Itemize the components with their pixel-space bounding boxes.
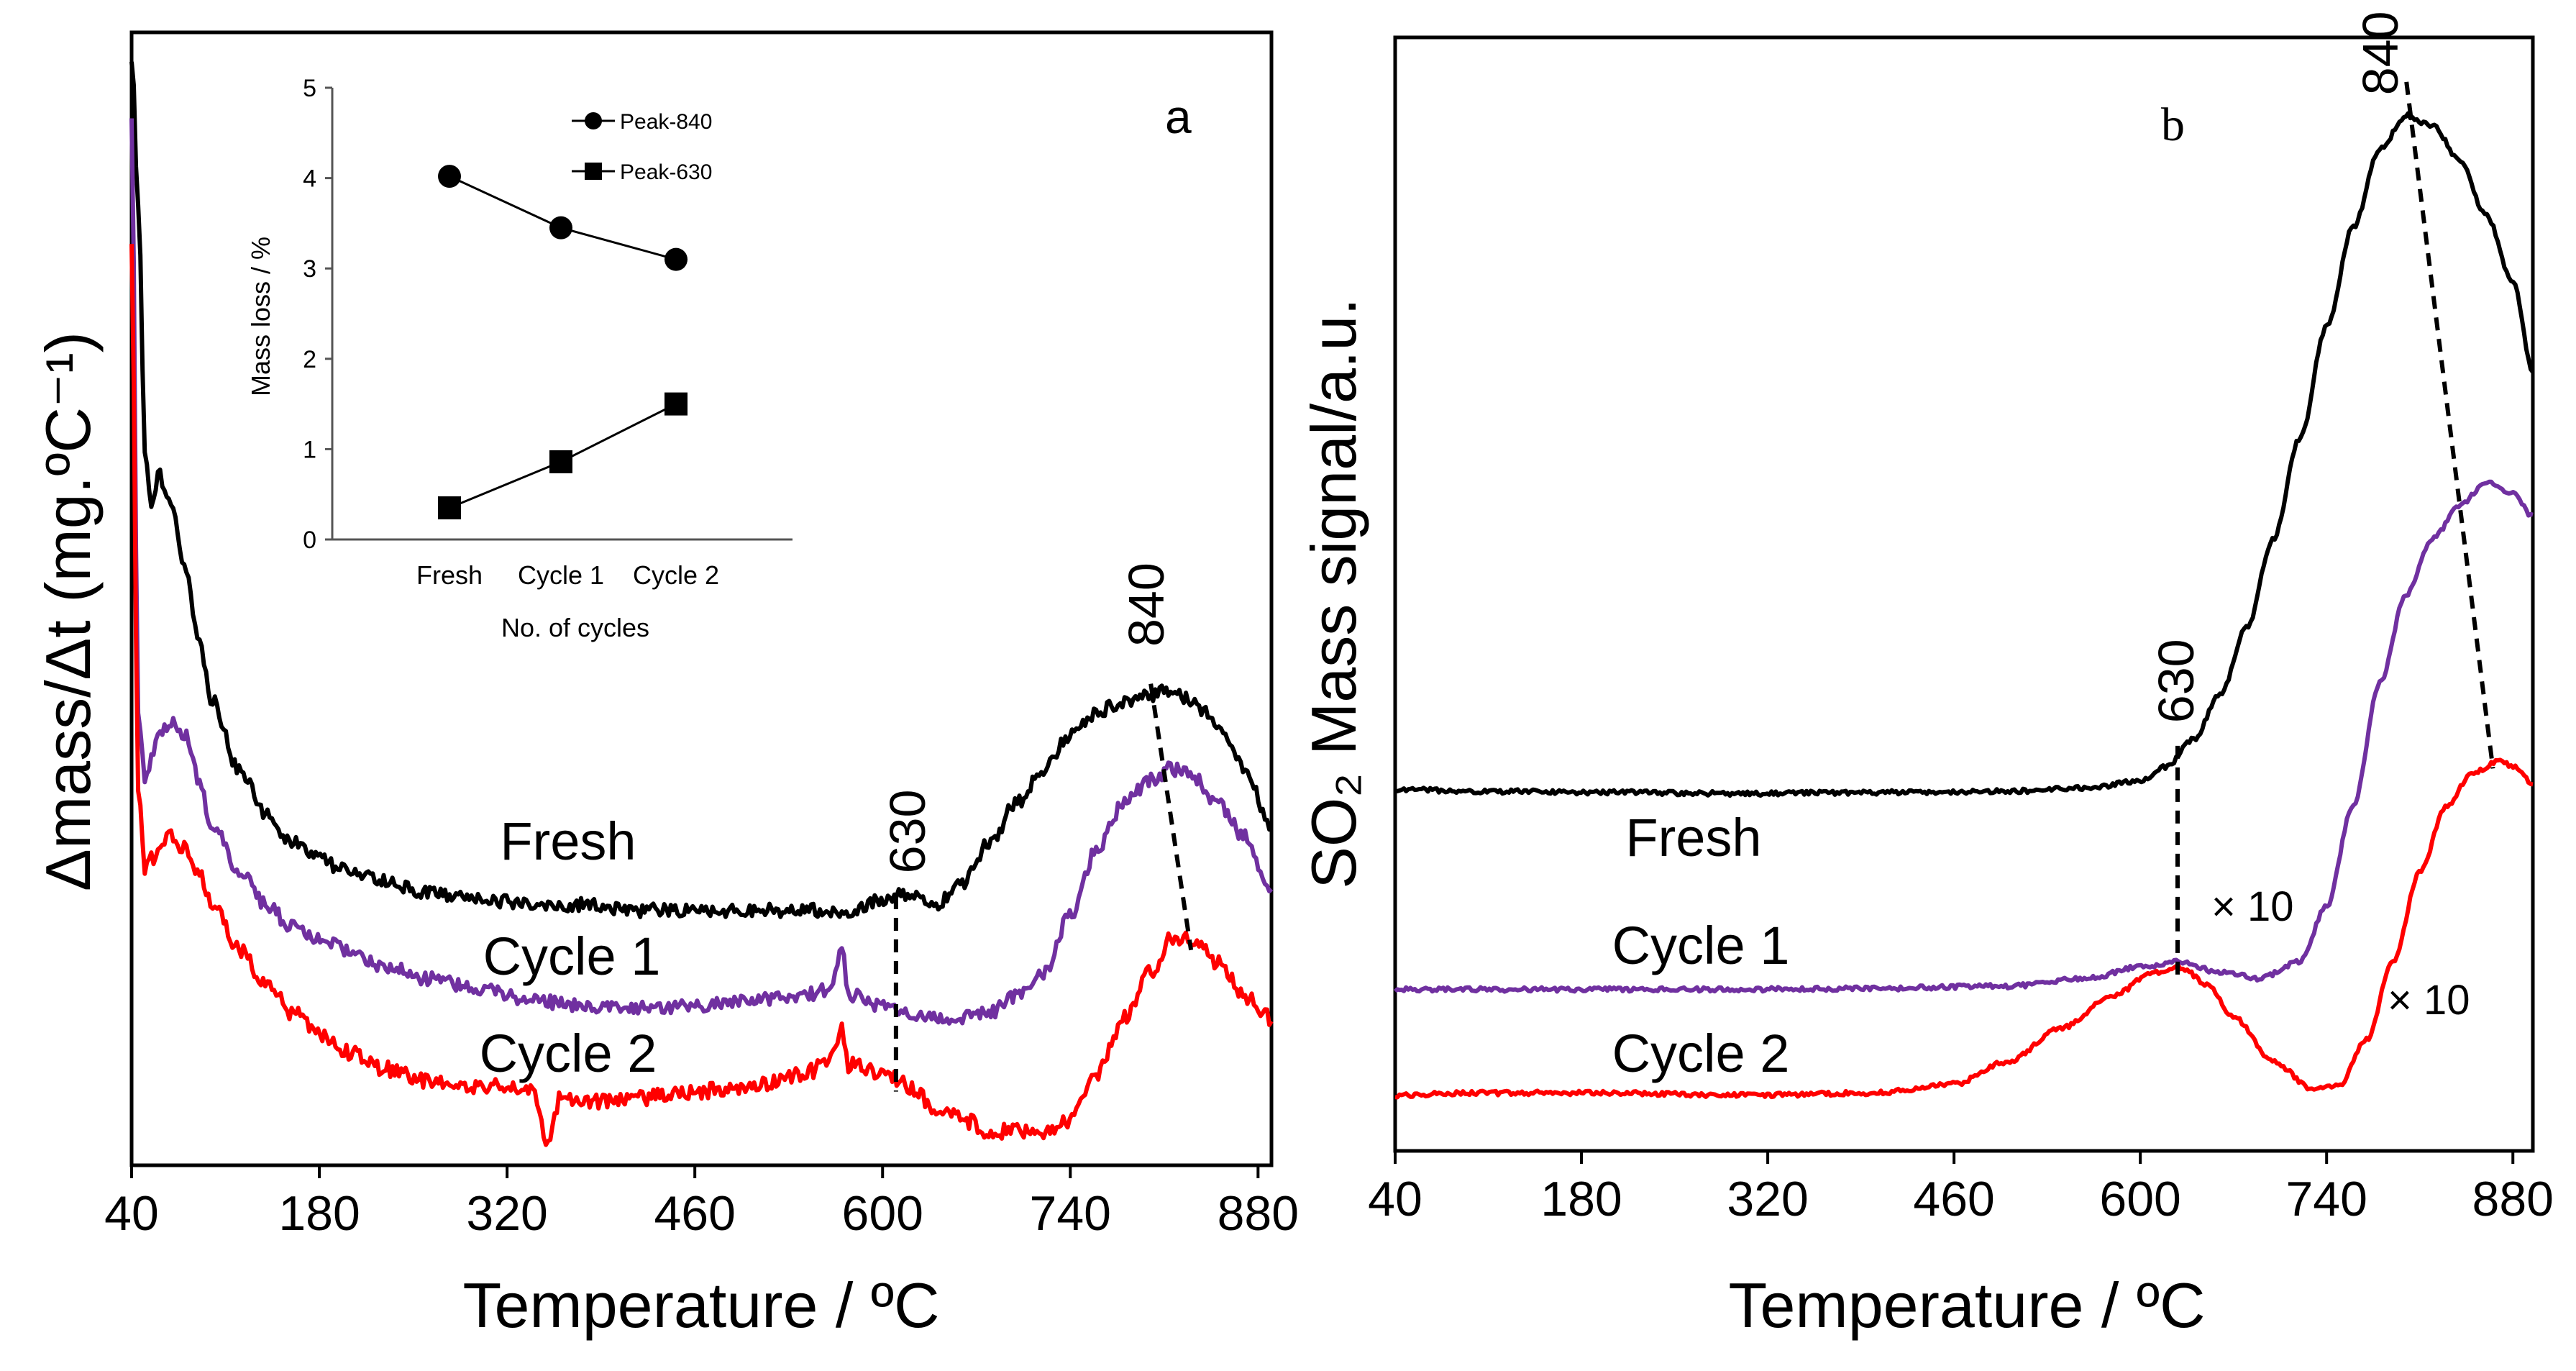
x-tick-label-600: 600 (2099, 1172, 2180, 1226)
y-axis-label-b: SO₂ Mass signal/a.u. (1298, 298, 1369, 889)
plot-frame-a (129, 30, 1274, 1167)
x-axis-label-b: Temperature / ºC (1728, 1270, 2205, 1341)
inset-series (438, 165, 688, 520)
peak-840-dash-b (2404, 81, 2495, 769)
chart-b: 40 180 320 460 600 740 880 630 840 b Temperatur… (1298, 12, 2554, 1341)
x-axis-label-a: Temperature / ºC (462, 1270, 939, 1341)
x-tick-label-40: 40 (104, 1186, 159, 1241)
series-line-cycle-2 (1394, 757, 2534, 1100)
series-group-a (129, 61, 1274, 1147)
inset-x-tick-label-1: Cycle 1 (518, 560, 604, 590)
x-tick-label-320: 320 (466, 1186, 547, 1241)
multiplier-label-cycle2: × 10 (2388, 977, 2470, 1024)
peak-label-840-a: 840 (1118, 562, 1174, 647)
inset-legend: Peak-840 Peak-630 (572, 110, 712, 184)
inset-legend-marker-840 (585, 112, 602, 129)
peak-label-840-b: 840 (2352, 12, 2408, 96)
inset-x-label: No. of cycles (501, 613, 649, 642)
x-tick-label-880: 880 (2472, 1172, 2554, 1226)
inset-point-peak-630-0 (438, 496, 461, 520)
series-label-cycle2-a: Cycle 2 (480, 1024, 657, 1083)
inset-point-peak-840-2 (664, 247, 688, 271)
series-line-cycle-1 (1393, 479, 2534, 994)
series-label-cycle1-b: Cycle 1 (1612, 916, 1790, 975)
series-line-cycle-2 (129, 244, 1274, 1147)
inset-y-tick-label-5: 5 (303, 75, 316, 102)
series-line-fresh (1394, 111, 2535, 798)
panel-label-a: a (1165, 90, 1192, 143)
x-tick-label-40: 40 (1368, 1172, 1422, 1226)
x-ticks-a: 40 180 320 460 600 740 880 (104, 1165, 1299, 1241)
series-label-fresh-a: Fresh (500, 811, 636, 871)
y-axis-label-a: Δmass/Δt (mg.ºC⁻¹) (32, 332, 104, 891)
inset-point-peak-630-1 (549, 450, 572, 473)
inset-y-tick-label-1: 1 (303, 436, 316, 463)
x-tick-label-460: 460 (1913, 1172, 1994, 1226)
inset-point-peak-840-0 (438, 165, 461, 188)
x-tick-label-600: 600 (842, 1186, 923, 1241)
inset-y-tick-label-4: 4 (303, 165, 316, 193)
x-tick-label-880: 880 (1218, 1186, 1299, 1241)
x-tick-label-180: 180 (1540, 1172, 1622, 1226)
inset-legend-label-840: Peak-840 (620, 110, 712, 134)
x-tick-label-740: 740 (1030, 1186, 1111, 1241)
multiplier-label-cycle1: × 10 (2211, 883, 2294, 930)
inset-x-tick-label-2: Cycle 2 (633, 560, 719, 590)
inset-y-tick-label-0: 0 (303, 527, 316, 554)
series-label-cycle2-b: Cycle 2 (1612, 1024, 1790, 1083)
peak-markers-b: 630 840 (2148, 12, 2495, 979)
peak-840-dash-a (1148, 683, 1194, 951)
inset-y-tick-label-3: 3 (303, 255, 316, 283)
panel-label-b: b (2161, 99, 2185, 151)
inset-y-label: Mass loss / % (246, 237, 275, 396)
inset-x-tick-label-0: Fresh (416, 560, 483, 590)
x-tick-label-180: 180 (278, 1186, 360, 1241)
peak-label-630-b: 630 (2148, 639, 2204, 723)
x-tick-label-320: 320 (1727, 1172, 1808, 1226)
series-label-cycle1-a: Cycle 1 (483, 926, 661, 986)
inset-point-peak-840-1 (549, 216, 572, 240)
series-line-cycle-1 (129, 118, 1274, 1026)
inset-point-peak-630-2 (664, 392, 688, 416)
series-line-fresh (129, 61, 1274, 919)
inset-axes: 0 1 2 3 4 5 Fresh Cycle 1 Cycle 2 (303, 75, 793, 590)
inset-legend-marker-630 (585, 163, 602, 180)
series-group-b (1393, 111, 2535, 1100)
peak-label-630-a: 630 (880, 790, 936, 874)
x-tick-label-460: 460 (654, 1186, 735, 1241)
peak-markers-a: 630 840 (880, 562, 1194, 1092)
inset-y-tick-label-2: 2 (303, 346, 316, 373)
x-tick-label-740: 740 (2285, 1172, 2367, 1226)
plot-frame-b (1393, 35, 2535, 1153)
inset-legend-label-630: Peak-630 (620, 160, 712, 184)
x-ticks-b: 40 180 320 460 600 740 880 (1368, 1151, 2554, 1226)
series-label-fresh-b: Fresh (1625, 808, 1761, 867)
